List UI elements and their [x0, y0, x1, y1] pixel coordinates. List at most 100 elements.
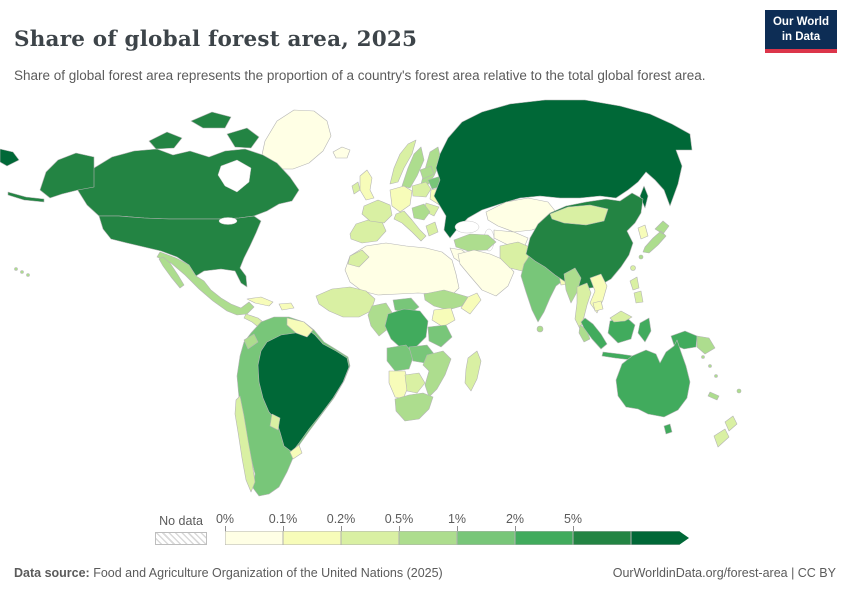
legend-segment[interactable]: 0.5%	[385, 512, 457, 545]
country-aleutians[interactable]	[7, 191, 45, 203]
country-russia-east-tip[interactable]	[0, 148, 20, 167]
country-sri-lanka[interactable]	[536, 325, 544, 333]
country-malaysia-borneo[interactable]	[609, 310, 633, 323]
country-turkey[interactable]	[453, 233, 497, 252]
country-guianas[interactable]	[286, 317, 314, 338]
country-baltics[interactable]	[419, 165, 435, 180]
country-hawaii[interactable]	[20, 270, 24, 274]
country-uk[interactable]	[359, 169, 375, 201]
legend-segment[interactable]: 2%	[506, 512, 573, 545]
country-tasmania[interactable]	[663, 423, 673, 435]
country-italy[interactable]	[393, 210, 427, 242]
country-kenya-uganda[interactable]	[431, 307, 456, 328]
country-japan[interactable]	[642, 220, 670, 254]
country-mexico[interactable]	[156, 251, 255, 316]
legend-segment[interactable]: 10%	[631, 531, 689, 545]
country-brazil[interactable]	[257, 328, 350, 453]
country-united-states[interactable]	[98, 215, 262, 288]
country-somalia[interactable]	[460, 292, 482, 315]
country-japan-kyushu[interactable]	[638, 254, 644, 260]
country-france[interactable]	[361, 199, 393, 224]
country-botswana[interactable]	[404, 372, 426, 394]
country-papua-new-guinea[interactable]	[696, 335, 716, 355]
country-ireland[interactable]	[351, 181, 361, 195]
great-lakes	[218, 217, 238, 225]
data-source-text: Food and Agriculture Organization of the…	[89, 566, 443, 580]
country-ecuador[interactable]	[243, 333, 259, 350]
country-baja[interactable]	[158, 256, 185, 289]
country-mongolia[interactable]	[549, 204, 609, 226]
country-greece[interactable]	[425, 221, 439, 237]
legend-tick-label: 0.2%	[326, 512, 356, 526]
legend-no-data[interactable]: No data	[155, 514, 207, 545]
country-thailand[interactable]	[574, 282, 592, 330]
country-sulawesi[interactable]	[637, 317, 652, 343]
map-legend: No data 0% 0.1% 0.2% 0.5% 1% 2% 5% 10%	[155, 512, 689, 545]
country-hispaniola[interactable]	[278, 302, 295, 311]
legend-tick-label: 5%	[563, 512, 583, 526]
no-data-label: No data	[159, 514, 203, 528]
country-philippines[interactable]	[629, 276, 644, 304]
chart-footer: Data source: Food and Agriculture Organi…	[14, 566, 836, 580]
country-alaska[interactable]	[39, 152, 95, 199]
country-tanzania[interactable]	[427, 324, 453, 348]
country-solomon[interactable]	[701, 355, 705, 359]
country-mozambique-zimbabwe[interactable]	[422, 350, 452, 398]
country-korea[interactable]	[637, 224, 649, 240]
legend-tick-label: 0.5%	[384, 512, 414, 526]
country-new-caledonia[interactable]	[707, 391, 720, 401]
country-fiji[interactable]	[736, 388, 742, 394]
country-uruguay[interactable]	[289, 444, 303, 460]
data-source: Data source: Food and Agriculture Organi…	[14, 566, 443, 580]
country-iceland[interactable]	[332, 146, 351, 159]
legend-bar: 0% 0.1% 0.2% 0.5% 1% 2% 5% 10%	[216, 512, 689, 545]
legend-tick-label: 1%	[447, 512, 467, 526]
country-cuba[interactable]	[246, 296, 274, 307]
black-sea	[454, 220, 480, 234]
country-hawaii[interactable]	[14, 267, 18, 271]
country-dr-congo[interactable]	[384, 308, 429, 350]
country-south-africa[interactable]	[394, 392, 434, 422]
country-chile[interactable]	[234, 395, 256, 493]
legend-segment[interactable]: 0.1%	[269, 512, 341, 545]
legend-tick-label: 2%	[505, 512, 525, 526]
country-balkans[interactable]	[411, 203, 431, 221]
country-paraguay[interactable]	[269, 413, 281, 431]
country-canada[interactable]	[76, 148, 300, 220]
legend-segment[interactable]: 0.2%	[327, 512, 399, 545]
country-madagascar[interactable]	[464, 350, 482, 392]
country-iberia[interactable]	[349, 219, 387, 244]
country-poland[interactable]	[411, 181, 432, 198]
legend-segment[interactable]: 0%	[216, 512, 283, 545]
hudson-bay	[217, 159, 252, 193]
country-hawaii[interactable]	[26, 273, 30, 277]
country-norway[interactable]	[389, 139, 417, 185]
country-russia[interactable]	[433, 99, 693, 239]
country-sumatra[interactable]	[580, 317, 608, 350]
legend-segment[interactable]: 5%	[564, 512, 631, 545]
country-canada-islands[interactable]	[148, 111, 260, 150]
legend-tick-label: 0.1%	[268, 512, 298, 526]
country-sakhalin[interactable]	[639, 185, 649, 209]
owid-link[interactable]: OurWorldinData.org/forest-area | CC BY	[612, 566, 836, 580]
country-taiwan[interactable]	[630, 265, 636, 271]
country-sweden[interactable]	[401, 146, 425, 189]
data-source-label: Data source:	[14, 566, 90, 580]
legend-segment[interactable]: 1%	[448, 512, 515, 545]
country-vanuatu-south[interactable]	[714, 374, 718, 378]
country-middle-east[interactable]	[457, 249, 515, 297]
country-angola[interactable]	[386, 344, 415, 372]
country-new-zealand[interactable]	[713, 415, 738, 448]
country-morocco[interactable]	[347, 249, 370, 268]
owid-logo-line1: Our World	[772, 16, 829, 28]
country-greenland[interactable]	[259, 109, 332, 170]
country-australia[interactable]	[615, 339, 691, 418]
owid-logo[interactable]: Our World in Data	[764, 10, 837, 53]
country-cambodia[interactable]	[592, 300, 604, 312]
country-west-africa[interactable]	[315, 286, 376, 318]
country-germany-central[interactable]	[389, 185, 413, 213]
legend-tick-label: 10%	[618, 512, 644, 526]
country-vanuatu[interactable]	[708, 364, 712, 368]
no-data-swatch	[155, 532, 207, 545]
